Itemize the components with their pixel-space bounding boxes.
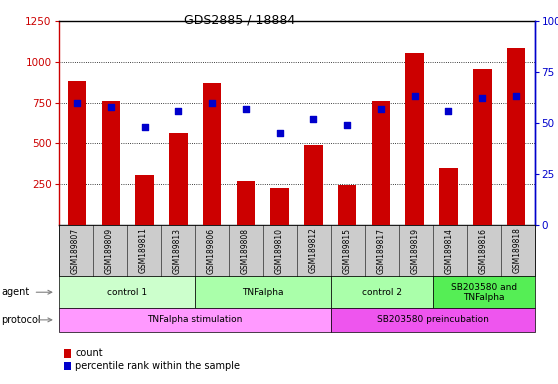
Text: GSM189815: GSM189815	[343, 228, 352, 273]
Point	[377, 106, 386, 112]
Text: protocol: protocol	[1, 315, 41, 325]
Bar	[102, 101, 120, 225]
Text: GSM189816: GSM189816	[479, 228, 488, 273]
Bar	[372, 101, 390, 225]
Text: percentile rank within the sample: percentile rank within the sample	[75, 361, 240, 371]
Point	[174, 108, 183, 114]
Point	[309, 116, 318, 122]
Text: GSM189818: GSM189818	[513, 228, 522, 273]
Bar	[68, 81, 86, 225]
Text: control 2: control 2	[362, 288, 402, 297]
Bar	[169, 132, 187, 225]
Text: control 1: control 1	[107, 288, 147, 297]
Text: GSM189819: GSM189819	[411, 228, 420, 273]
Point	[478, 95, 487, 101]
Bar	[473, 69, 492, 225]
Point	[444, 108, 453, 114]
Bar	[439, 168, 458, 225]
Bar	[507, 48, 525, 225]
Point	[343, 122, 352, 128]
Text: count: count	[75, 348, 103, 358]
Bar	[271, 188, 289, 225]
Text: GSM189814: GSM189814	[445, 228, 454, 273]
Point	[275, 130, 284, 136]
Text: GSM189813: GSM189813	[173, 228, 182, 273]
Bar	[203, 83, 222, 225]
Point	[107, 104, 116, 110]
Point	[410, 93, 419, 99]
Text: TNFalpha stimulation: TNFalpha stimulation	[147, 315, 242, 324]
Point	[140, 124, 149, 130]
Point	[208, 99, 217, 106]
Point	[73, 99, 81, 106]
Text: TNFalpha: TNFalpha	[242, 288, 283, 297]
Text: SB203580 preincubation: SB203580 preincubation	[377, 315, 488, 324]
Bar	[237, 182, 255, 225]
Bar	[338, 185, 357, 225]
Text: GSM189810: GSM189810	[275, 228, 284, 273]
Text: GSM189811: GSM189811	[139, 228, 148, 273]
Bar	[304, 145, 323, 225]
Text: GSM189812: GSM189812	[309, 228, 318, 273]
Text: GSM189809: GSM189809	[105, 227, 114, 274]
Point	[512, 93, 521, 99]
Text: GSM189808: GSM189808	[241, 228, 250, 273]
Point	[242, 106, 251, 112]
Text: agent: agent	[1, 287, 30, 297]
Text: GSM189817: GSM189817	[377, 228, 386, 273]
Text: GSM189807: GSM189807	[71, 227, 80, 274]
Text: GSM189806: GSM189806	[207, 227, 216, 274]
Bar	[136, 175, 154, 225]
Text: GDS2885 / 18884: GDS2885 / 18884	[184, 13, 296, 26]
Text: SB203580 and
TNFalpha: SB203580 and TNFalpha	[450, 283, 517, 302]
Bar	[406, 53, 424, 225]
